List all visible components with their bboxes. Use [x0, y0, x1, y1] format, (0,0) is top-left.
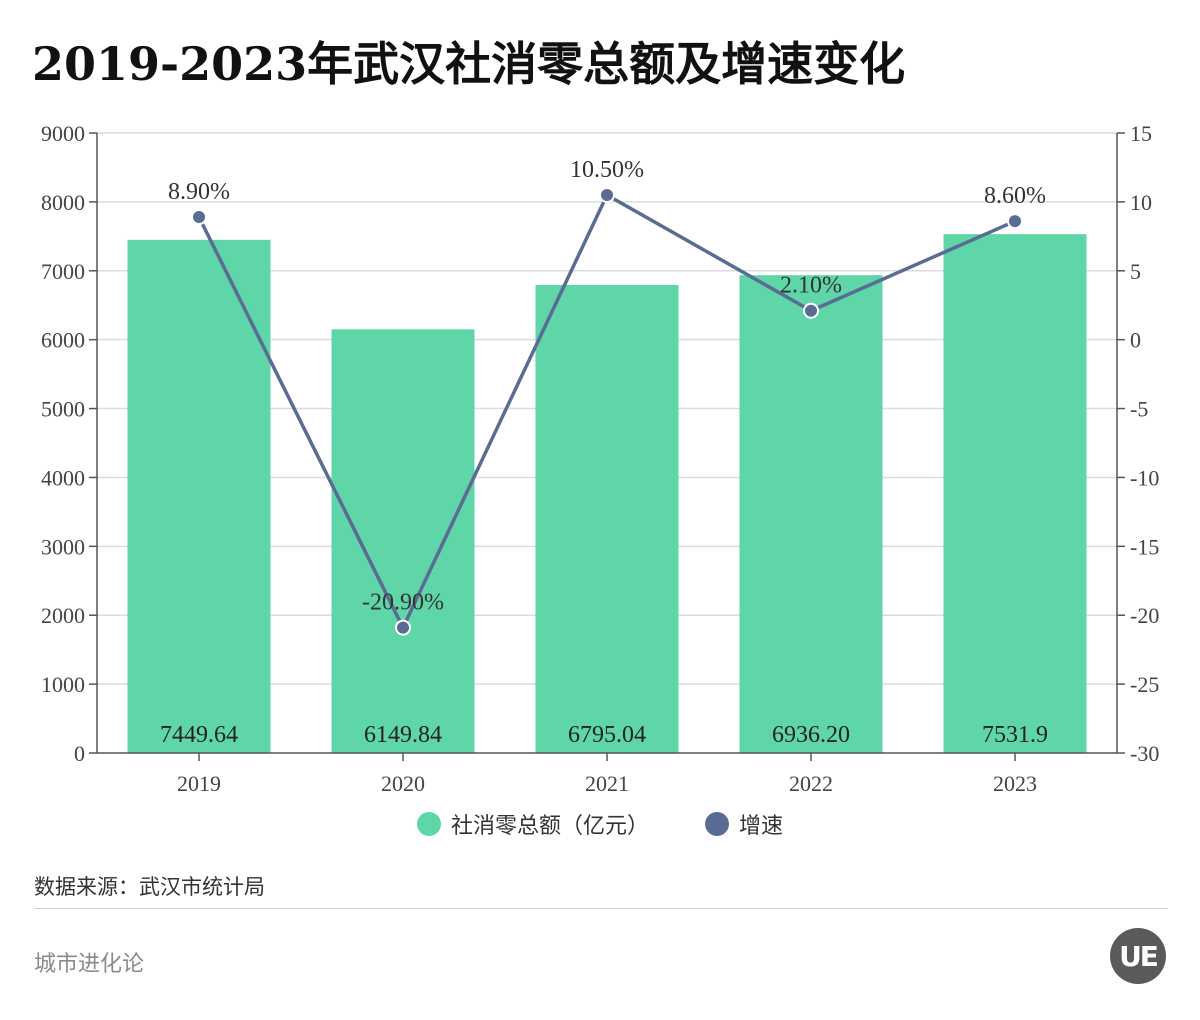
legend-item-growth[interactable]: 增速	[705, 808, 783, 840]
bar-value-label: 6795.04	[568, 722, 646, 748]
bar	[739, 275, 883, 753]
y-left-tick-label: 8000	[41, 190, 85, 215]
y-right-tick-label: -5	[1130, 397, 1148, 422]
legend-item-sales[interactable]: 社消零总额（亿元）	[416, 808, 649, 840]
x-tick-label: 2020	[381, 771, 425, 796]
source-note: 数据来源：武汉市统计局	[34, 875, 265, 899]
bar	[943, 234, 1087, 754]
y-right-tick-label: -30	[1130, 741, 1159, 766]
growth-label: 8.90%	[168, 179, 230, 205]
y-left-tick-label: 3000	[41, 534, 85, 559]
y-left-tick-label: 1000	[41, 672, 85, 697]
legend-label-growth: 增速	[739, 814, 784, 839]
data-labels: 7449.64 6149.84 6795.04 6936.20 7531.9 8.90% -…	[160, 157, 1048, 748]
legend: 社消零总额（亿元） 增速	[0, 808, 1200, 840]
footer-divider	[34, 908, 1168, 909]
growth-label: 8.60%	[984, 183, 1046, 209]
y-right-tick-label: 15	[1130, 121, 1152, 146]
y-right-tick-label: -25	[1130, 672, 1159, 697]
growth-point	[803, 302, 819, 319]
growth-point	[395, 619, 411, 636]
line-series	[191, 187, 1023, 636]
bar-value-label: 6936.20	[772, 722, 850, 748]
growth-point	[191, 209, 207, 226]
y-right-tick-label: 5	[1130, 259, 1141, 284]
y-left-tick-label: 5000	[41, 397, 85, 422]
y-left-tick-label: 6000	[41, 328, 85, 353]
growth-label: -20.90%	[362, 590, 444, 616]
y-left-tick-label: 9000	[41, 121, 85, 146]
legend-swatch-growth	[705, 812, 729, 836]
bar	[331, 329, 475, 753]
growth-label: 2.10%	[780, 273, 842, 299]
bar-series	[127, 234, 1087, 754]
brand-logo-mark: UE	[1119, 939, 1159, 973]
bar-value-label: 6149.84	[364, 722, 442, 748]
bar	[127, 239, 271, 753]
growth-point	[1007, 213, 1023, 230]
y-left-tick-label: 7000	[41, 259, 85, 284]
bar-value-label: 7449.64	[160, 722, 238, 748]
y-left-tick-label: 4000	[41, 465, 85, 490]
x-tick-label: 2023	[993, 771, 1037, 796]
y-right-tick-label: -15	[1130, 534, 1159, 559]
x-tick-label: 2022	[789, 771, 833, 796]
legend-swatch-sales	[416, 812, 441, 836]
y-left-tick-label: 2000	[41, 603, 85, 628]
axes: 0 1000 2000 3000 4000 5000 6000 7000 8000 9000 -30…	[41, 121, 1159, 796]
bar-value-label: 7531.9	[982, 722, 1048, 748]
legend-label-sales: 社消零总额（亿元）	[450, 814, 649, 839]
y-right-tick-label: 10	[1130, 190, 1152, 215]
y-right-tick-label: -10	[1130, 465, 1159, 490]
x-tick-label: 2021	[585, 771, 629, 796]
chart: 0 1000 2000 3000 4000 5000 6000 7000 8000 9000 -30…	[41, 121, 1159, 796]
footer-brand: 城市进化论	[34, 952, 145, 977]
bar	[535, 284, 679, 753]
y-left-tick-label: 0	[74, 741, 85, 766]
y-right-tick-label: -20	[1130, 603, 1159, 628]
brand-logo: UE	[1110, 928, 1166, 984]
growth-label: 10.50%	[570, 157, 644, 183]
growth-point	[599, 187, 615, 203]
chart-title: 2019-2023年武汉社消零总额及增速变化	[32, 37, 906, 91]
y-right-tick-label: 0	[1130, 328, 1141, 353]
x-tick-label: 2019	[177, 771, 221, 796]
